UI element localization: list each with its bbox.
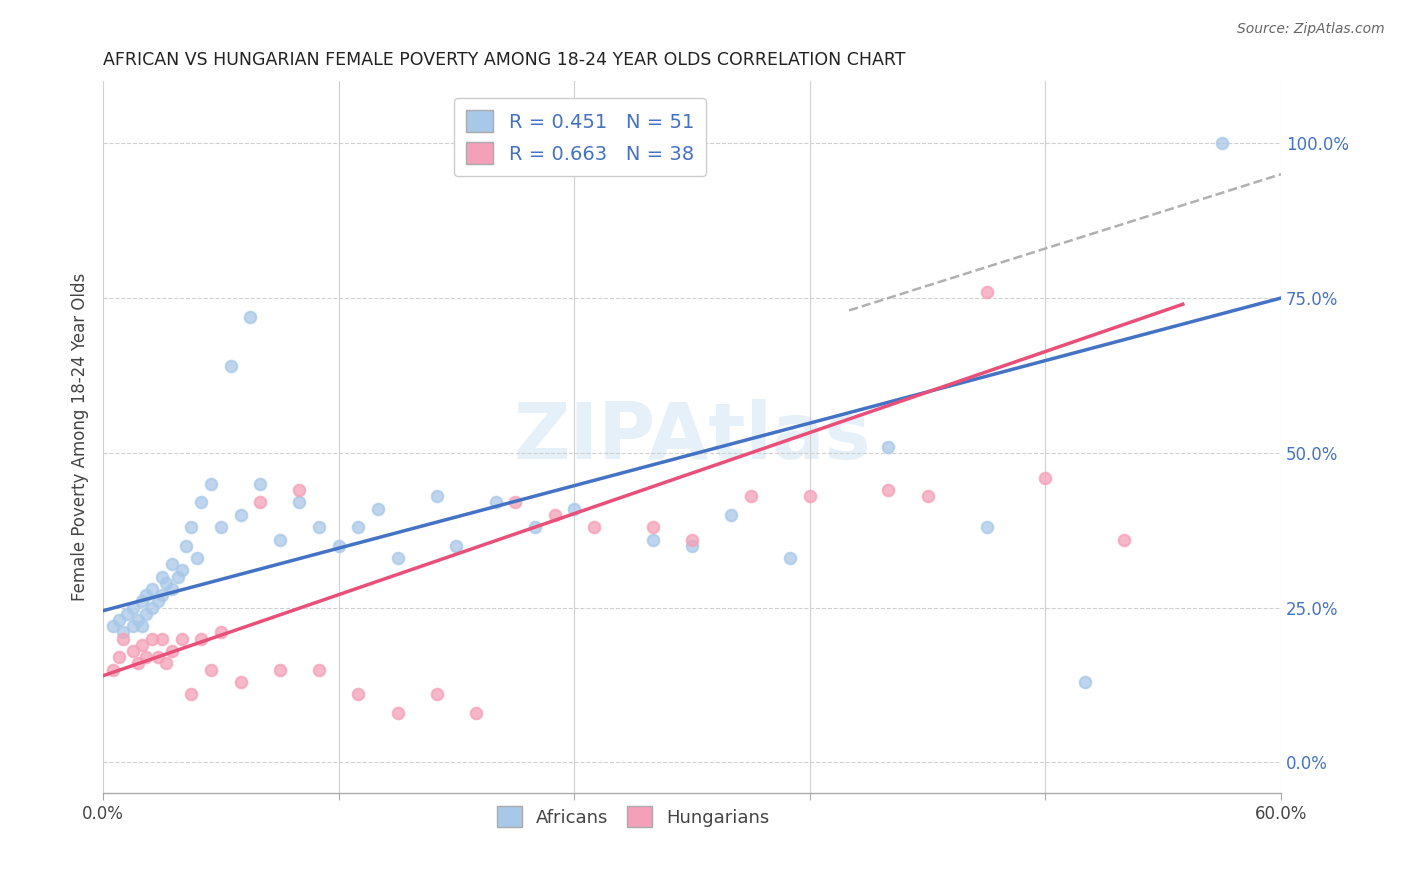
Point	[239, 310, 262, 324]
Point	[186, 551, 208, 566]
Point	[681, 539, 703, 553]
Point	[135, 650, 157, 665]
Point	[101, 619, 124, 633]
Point	[170, 632, 193, 646]
Point	[160, 558, 183, 572]
Point	[135, 588, 157, 602]
Point	[155, 657, 177, 671]
Point	[150, 569, 173, 583]
Point	[288, 495, 311, 509]
Point	[877, 483, 900, 497]
Point	[740, 489, 762, 503]
Point	[229, 674, 252, 689]
Point	[180, 520, 202, 534]
Point	[976, 520, 998, 534]
Point	[387, 706, 409, 720]
Y-axis label: Female Poverty Among 18-24 Year Olds: Female Poverty Among 18-24 Year Olds	[72, 273, 89, 601]
Point	[641, 520, 664, 534]
Point	[155, 575, 177, 590]
Point	[446, 539, 468, 553]
Point	[121, 600, 143, 615]
Point	[269, 533, 291, 547]
Point	[1035, 470, 1057, 484]
Point	[150, 632, 173, 646]
Point	[1112, 533, 1135, 547]
Point	[209, 520, 232, 534]
Point	[328, 539, 350, 553]
Point	[347, 687, 370, 701]
Point	[127, 657, 149, 671]
Point	[249, 495, 271, 509]
Point	[111, 632, 134, 646]
Text: ZIPAtlas: ZIPAtlas	[513, 400, 870, 475]
Legend: Africans, Hungarians: Africans, Hungarians	[489, 799, 778, 834]
Point	[720, 508, 742, 522]
Point	[219, 359, 242, 373]
Point	[269, 663, 291, 677]
Point	[115, 607, 138, 621]
Point	[681, 533, 703, 547]
Point	[367, 501, 389, 516]
Point	[131, 594, 153, 608]
Point	[877, 440, 900, 454]
Point	[146, 650, 169, 665]
Point	[641, 533, 664, 547]
Point	[190, 632, 212, 646]
Point	[200, 476, 222, 491]
Point	[1073, 674, 1095, 689]
Point	[141, 632, 163, 646]
Point	[111, 625, 134, 640]
Point	[917, 489, 939, 503]
Point	[108, 613, 131, 627]
Text: AFRICAN VS HUNGARIAN FEMALE POVERTY AMONG 18-24 YEAR OLDS CORRELATION CHART: AFRICAN VS HUNGARIAN FEMALE POVERTY AMON…	[103, 51, 905, 69]
Point	[505, 495, 527, 509]
Point	[146, 594, 169, 608]
Point	[426, 687, 449, 701]
Point	[127, 613, 149, 627]
Point	[799, 489, 821, 503]
Point	[543, 508, 565, 522]
Point	[485, 495, 508, 509]
Point	[170, 564, 193, 578]
Point	[135, 607, 157, 621]
Point	[1211, 136, 1233, 151]
Point	[101, 663, 124, 677]
Point	[387, 551, 409, 566]
Point	[141, 600, 163, 615]
Point	[308, 520, 330, 534]
Point	[976, 285, 998, 299]
Point	[200, 663, 222, 677]
Point	[229, 508, 252, 522]
Point	[190, 495, 212, 509]
Point	[347, 520, 370, 534]
Point	[465, 706, 488, 720]
Point	[160, 644, 183, 658]
Point	[779, 551, 801, 566]
Point	[562, 501, 585, 516]
Point	[180, 687, 202, 701]
Point	[582, 520, 605, 534]
Point	[131, 638, 153, 652]
Point	[209, 625, 232, 640]
Point	[249, 476, 271, 491]
Point	[174, 539, 197, 553]
Point	[426, 489, 449, 503]
Text: Source: ZipAtlas.com: Source: ZipAtlas.com	[1237, 22, 1385, 37]
Point	[131, 619, 153, 633]
Point	[121, 644, 143, 658]
Point	[160, 582, 183, 596]
Point	[166, 569, 188, 583]
Point	[141, 582, 163, 596]
Point	[524, 520, 547, 534]
Point	[121, 619, 143, 633]
Point	[150, 588, 173, 602]
Point	[108, 650, 131, 665]
Point	[288, 483, 311, 497]
Point	[308, 663, 330, 677]
